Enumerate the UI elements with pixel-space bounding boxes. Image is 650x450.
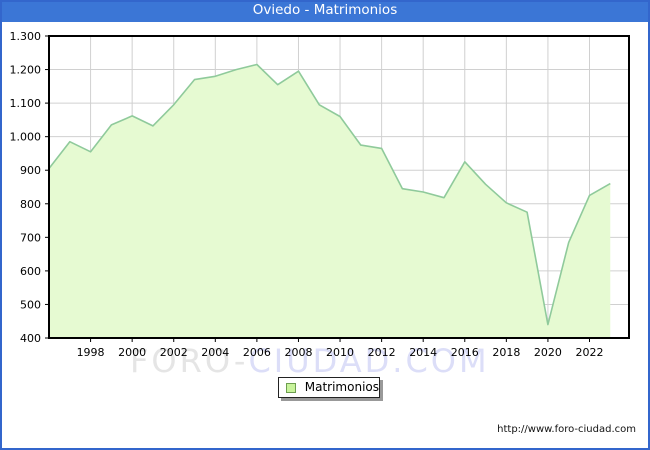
- series-area: [49, 64, 611, 338]
- chart-title-bar: Oviedo - Matrimonios: [0, 0, 650, 22]
- svg-text:1998: 1998: [77, 346, 105, 359]
- svg-text:2016: 2016: [451, 346, 479, 359]
- svg-text:2004: 2004: [201, 346, 229, 359]
- svg-text:2006: 2006: [243, 346, 271, 359]
- axis-ticks: [45, 35, 591, 342]
- svg-text:400: 400: [20, 332, 41, 345]
- svg-text:2012: 2012: [368, 346, 396, 359]
- svg-text:2008: 2008: [284, 346, 312, 359]
- svg-text:1.300: 1.300: [10, 30, 42, 43]
- svg-text:600: 600: [20, 265, 41, 278]
- watermark: FORO-CIUDAD.COM: [130, 342, 490, 380]
- svg-text:2018: 2018: [492, 346, 520, 359]
- svg-text:2020: 2020: [534, 346, 562, 359]
- svg-text:2000: 2000: [118, 346, 146, 359]
- y-axis-labels: 400 500 600 700 800 900 1.000 1.100 1.200 1.300: [10, 30, 42, 345]
- plot-border: [48, 35, 630, 339]
- svg-text:700: 700: [20, 231, 41, 244]
- svg-text:1.000: 1.000: [10, 131, 42, 144]
- svg-text:2002: 2002: [160, 346, 188, 359]
- x-axis-labels: 1998 2000 2002 2004 2006 2008 2010 2012 2014 2016…: [77, 346, 604, 359]
- source-url: http://www.foro-ciudad.com: [497, 424, 636, 435]
- svg-text:800: 800: [20, 198, 41, 211]
- legend-label: Matrimonios: [304, 380, 379, 394]
- svg-text:1.200: 1.200: [10, 64, 42, 77]
- series-swatch-icon: [286, 382, 296, 393]
- svg-text:900: 900: [20, 164, 41, 177]
- svg-text:2022: 2022: [576, 346, 604, 359]
- svg-text:2010: 2010: [326, 346, 354, 359]
- series-line: [48, 63, 611, 326]
- svg-text:500: 500: [20, 298, 41, 311]
- svg-text:2014: 2014: [409, 346, 437, 359]
- svg-text:1.100: 1.100: [10, 97, 42, 110]
- legend[interactable]: Matrimonios: [278, 377, 380, 398]
